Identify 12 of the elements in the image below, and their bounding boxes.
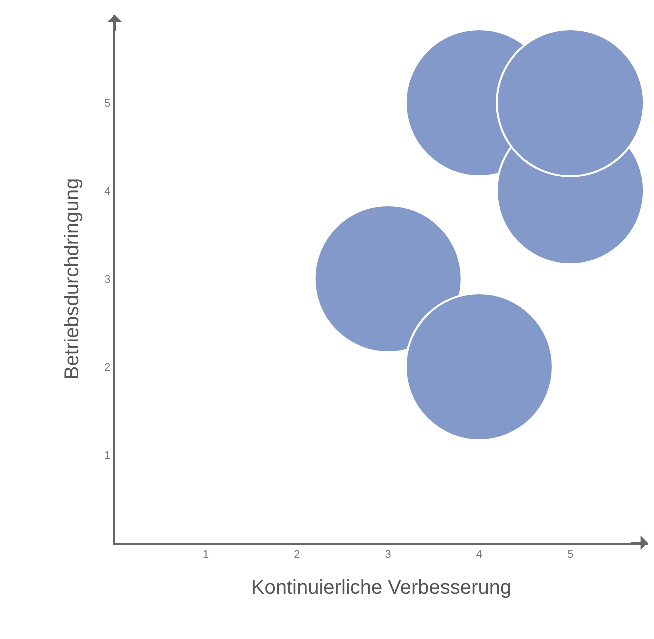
x-tick-label: 2 (294, 549, 300, 562)
x-tick-label: 1 (203, 549, 210, 562)
x-axis-title: Kontinuierliche Verbesserung (251, 577, 512, 600)
y-axis-title: Betriebsdurchdringung (62, 178, 84, 380)
y-tick-label: 4 (104, 186, 111, 198)
y-tick-label: 3 (104, 274, 111, 286)
y-tick-label: 1 (104, 450, 111, 462)
x-tick-label: 5 (567, 549, 574, 562)
x-tick-label: 3 (385, 549, 392, 562)
y-tick-label: 5 (104, 98, 111, 110)
x-tick-label: 4 (476, 549, 483, 562)
y-tick-label: 2 (104, 362, 111, 374)
